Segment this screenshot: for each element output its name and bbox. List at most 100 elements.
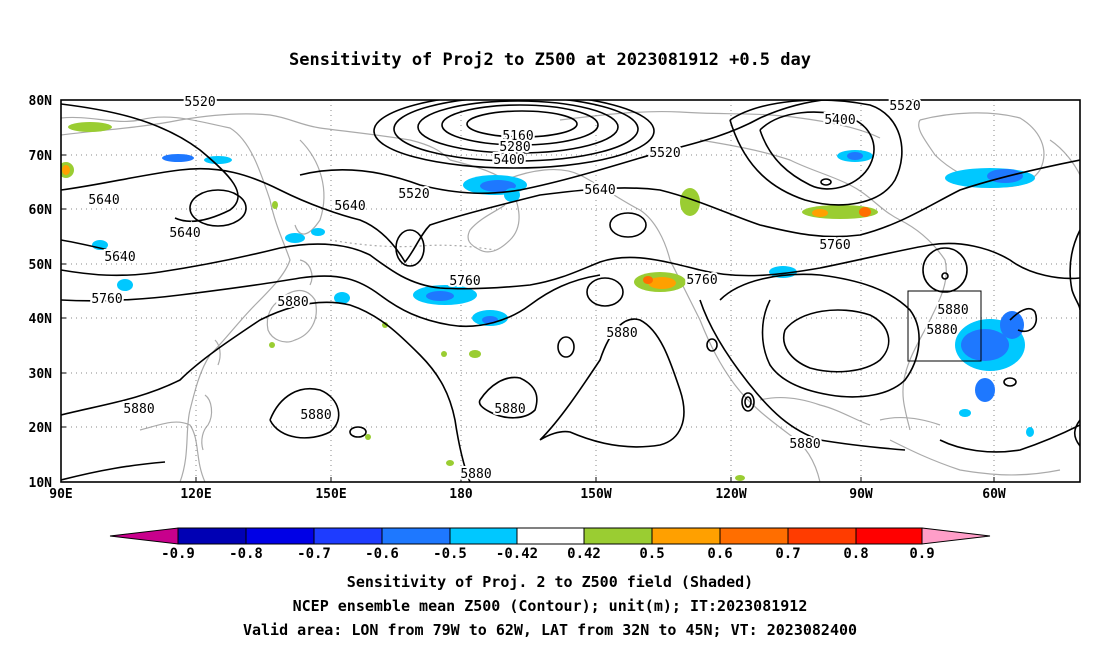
- lon-label: 180: [449, 487, 473, 502]
- contour-label: 5640: [334, 199, 365, 214]
- contour-label: 5760: [686, 273, 717, 288]
- lat-label: 50N: [29, 258, 53, 273]
- sensitivity-shading: [61, 122, 1035, 481]
- valid-area-box: [907, 290, 982, 362]
- shade-patch: [959, 409, 971, 417]
- contour-label: 5400: [824, 113, 855, 128]
- contour-label: 5400: [493, 153, 524, 168]
- colorbar-box: [516, 527, 585, 545]
- contour-label: 5880: [460, 467, 491, 482]
- colorbar-label: 0.9: [909, 546, 934, 562]
- shade-patch: [735, 475, 745, 481]
- contour-label: 5760: [449, 274, 480, 289]
- shade-patch: [365, 434, 371, 440]
- contour-label: 5520: [398, 187, 429, 202]
- caption-valid-area: Valid area: LON from 79W to 62W, LAT fro…: [242, 621, 858, 639]
- axis-ticks: [61, 154, 995, 482]
- colorbar-box: [719, 527, 789, 545]
- shade-patch: [446, 460, 454, 466]
- lon-label: 90W: [849, 487, 873, 502]
- shade-patch: [162, 154, 194, 162]
- colorbar: [109, 527, 991, 545]
- shade-patch: [382, 322, 388, 328]
- caption-contour: NCEP ensemble mean Z500 (Contour); unit(…: [292, 597, 808, 615]
- contour-label: 5880: [277, 295, 308, 310]
- contour-label: 5880: [789, 437, 820, 452]
- shade-patch: [285, 233, 305, 243]
- colorbar-box: [245, 527, 315, 545]
- lat-label: 20N: [29, 421, 53, 436]
- map-frame: [60, 99, 1081, 483]
- lon-label: 120E: [180, 487, 211, 502]
- shade-patch: [859, 207, 871, 217]
- lat-label: 60N: [29, 203, 53, 218]
- contour-label: 5880: [300, 408, 331, 423]
- shade-patch: [117, 279, 133, 291]
- shade-patch: [812, 209, 828, 217]
- lat-label: 10N: [29, 476, 53, 491]
- shade-patch: [441, 351, 447, 357]
- shade-patch: [648, 277, 676, 289]
- shade-patch: [847, 152, 863, 160]
- colorbar-label: 0.8: [843, 546, 868, 562]
- contour-label: 5520: [649, 146, 680, 161]
- caption-shaded: Sensitivity of Proj. 2 to Z500 field (Sh…: [346, 573, 754, 591]
- colorbar-box: [381, 527, 451, 545]
- contour-label: 5640: [584, 183, 615, 198]
- shade-patch: [680, 188, 700, 216]
- shade-patch: [1026, 427, 1034, 437]
- lon-label: 150W: [580, 487, 611, 502]
- colorbar-label: -0.42: [496, 546, 538, 562]
- shade-patch: [469, 350, 481, 358]
- shade-patch: [961, 329, 1009, 361]
- shade-patch: [272, 201, 278, 209]
- contour-label: 5640: [88, 193, 119, 208]
- shade-patch: [975, 378, 995, 402]
- shade-patch: [1000, 311, 1024, 339]
- colorbar-low-arrow: [109, 527, 179, 545]
- contour-label: 5520: [184, 95, 215, 110]
- colorbar-box: [449, 527, 518, 545]
- contour-label: 5880: [937, 303, 968, 318]
- colorbar-box: [177, 527, 247, 545]
- contour-label: 5640: [169, 226, 200, 241]
- contour-label: 5880: [123, 402, 154, 417]
- lon-label: 60W: [982, 487, 1006, 502]
- colorbar-label: -0.7: [297, 546, 331, 562]
- colorbar-box: [583, 527, 653, 545]
- shade-patch: [334, 292, 350, 304]
- lon-labels: 90E 120E 150E 180 150W 120W 90W 60W: [49, 487, 1006, 502]
- colorbar-box: [855, 527, 923, 545]
- lat-label: 70N: [29, 149, 53, 164]
- shade-patch: [311, 228, 325, 236]
- contour-label: 5760: [819, 238, 850, 253]
- colorbar-labels: -0.9 -0.8 -0.7 -0.6 -0.5 -0.42 0.42 0.5 …: [161, 546, 935, 562]
- shade-patch: [480, 180, 516, 192]
- shade-patch: [269, 342, 275, 348]
- contour-labels: 5520 5160 5280 5400 5520 5400 5640 5520 …: [86, 93, 970, 484]
- contour-label: 5160: [502, 129, 533, 144]
- colorbar-label: -0.8: [229, 546, 263, 562]
- colorbar-box: [787, 527, 857, 545]
- colorbar-label: -0.6: [365, 546, 399, 562]
- lon-label: 90E: [49, 487, 72, 502]
- contour-label: 5640: [104, 250, 135, 265]
- lat-labels: 80N 70N 60N 50N 40N 30N 20N 10N: [29, 94, 53, 491]
- shade-patch: [62, 165, 70, 175]
- shade-patch: [68, 122, 112, 132]
- contour-label: 5760: [91, 292, 122, 307]
- contour-label: 5520: [889, 99, 920, 114]
- lon-label: 150E: [315, 487, 346, 502]
- lat-label: 30N: [29, 367, 53, 382]
- colorbar-high-arrow: [921, 527, 991, 545]
- colorbar-label: 0.6: [707, 546, 732, 562]
- contour-label: 5880: [926, 323, 957, 338]
- colorbar-box: [313, 527, 383, 545]
- colorbar-label: 0.42: [567, 546, 601, 562]
- shade-patch: [426, 291, 454, 301]
- lat-label: 40N: [29, 312, 53, 327]
- colorbar-box: [651, 527, 721, 545]
- colorbar-label: -0.5: [433, 546, 467, 562]
- contour-label: 5280: [499, 140, 530, 155]
